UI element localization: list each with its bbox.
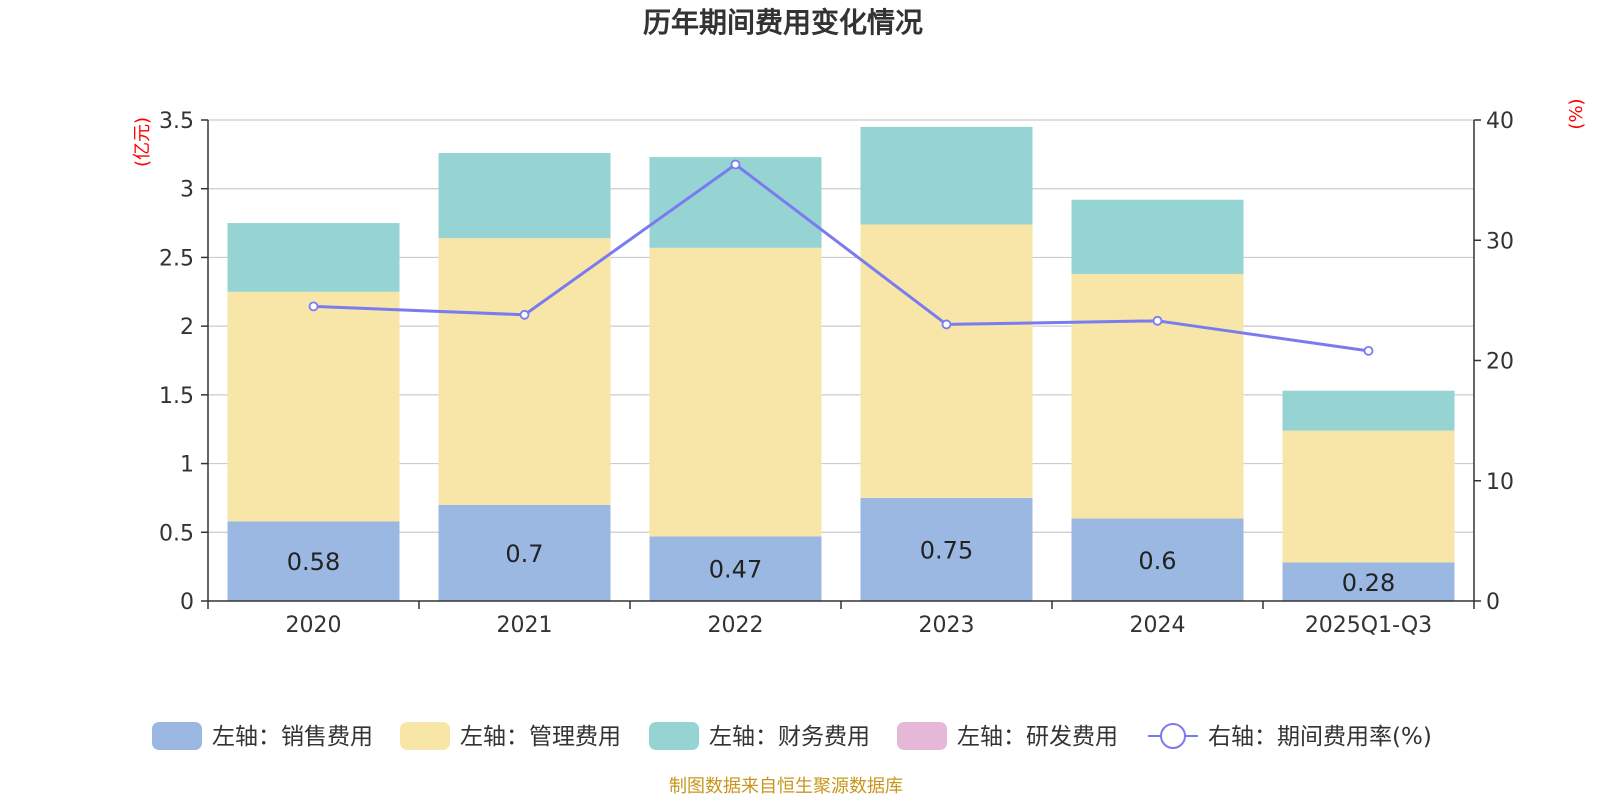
bar-admin <box>227 291 400 522</box>
left-tick-label: 0.5 <box>159 521 194 546</box>
bar-value-label: 0.75 <box>920 536 973 564</box>
bar-admin <box>1071 273 1244 519</box>
rate-point <box>1363 345 1374 356</box>
bar-admin <box>438 238 611 505</box>
left-tick-label: 0 <box>180 590 194 615</box>
x-tick-label: 2025Q1-Q3 <box>1305 613 1432 638</box>
legend-label[interactable]: 右轴：期间费用率(%) <box>1208 724 1432 750</box>
bar-sales <box>1282 562 1455 601</box>
bar-sales <box>649 536 822 601</box>
x-tick-label: 2021 <box>497 613 553 638</box>
bar-sales <box>1071 518 1244 601</box>
bar-finance <box>227 223 400 292</box>
bar-admin <box>1282 430 1455 563</box>
right-tick-label: 30 <box>1486 229 1514 254</box>
legend-label[interactable]: 左轴：研发费用 <box>957 724 1118 750</box>
bar-value-labels: 0.58 0.7 0.47 0.75 0.6 0.28 <box>287 536 1395 596</box>
legend-label[interactable]: 左轴：销售费用 <box>212 724 373 750</box>
left-tick-label: 2.5 <box>159 246 194 271</box>
left-tick-label: 3 <box>180 178 194 203</box>
bar-value-label: 0.7 <box>505 540 543 568</box>
left-tick-label: 3.5 <box>159 109 194 134</box>
bar-value-label: 0.6 <box>1138 547 1176 575</box>
bar-sales <box>227 521 400 601</box>
chart-title: 历年期间费用变化情况 <box>643 6 923 39</box>
rate-point <box>308 301 319 312</box>
x-tick-label: 2023 <box>919 613 975 638</box>
left-axis-unit: (亿元) <box>132 117 153 167</box>
rate-line <box>313 162 1369 353</box>
right-tick-label: 10 <box>1486 470 1514 495</box>
legend-marker-icon[interactable] <box>1160 723 1186 749</box>
bar-finance <box>438 152 611 239</box>
axes: 0 0.5 1 1.5 2 2.5 3 3.5 0 10 20 30 40 2020 2021 2022 202… <box>159 109 1514 638</box>
bar-admin <box>860 224 1033 498</box>
legend-swatch-finance[interactable] <box>649 722 699 750</box>
rate-point <box>941 319 952 330</box>
legend-swatch-sales[interactable] <box>152 722 202 750</box>
x-tick-label: 2022 <box>708 613 764 638</box>
legend: 左轴：销售费用 左轴：管理费用 左轴：财务费用 左轴：研发费用 右轴：期间费用率(%) <box>152 722 1432 750</box>
right-tick-label: 40 <box>1486 109 1514 134</box>
right-tick-label: 0 <box>1486 590 1500 615</box>
left-tick-label: 1.5 <box>159 384 194 409</box>
x-tick-label: 2024 <box>1130 613 1186 638</box>
bar-finance <box>860 126 1033 225</box>
rate-point <box>730 159 741 170</box>
bar-value-label: 0.58 <box>287 548 340 576</box>
bar-admin <box>649 247 822 537</box>
bar-sales <box>860 497 1033 601</box>
bar-finance <box>1282 390 1455 431</box>
left-tick-label: 2 <box>180 315 194 340</box>
legend-label[interactable]: 左轴：管理费用 <box>460 724 621 750</box>
bar-value-label: 0.28 <box>1342 569 1395 597</box>
expense-rate-line <box>308 159 1374 356</box>
legend-swatch-admin[interactable] <box>400 722 450 750</box>
bar-value-label: 0.47 <box>709 556 762 584</box>
bar-sales <box>438 504 611 601</box>
legend-label[interactable]: 左轴：财务费用 <box>709 724 870 750</box>
rate-point <box>1152 315 1163 326</box>
x-tick-label: 2020 <box>286 613 342 638</box>
source-note: 制图数据来自恒生聚源数据库 <box>669 776 903 797</box>
right-tick-label: 20 <box>1486 350 1514 375</box>
bar-finance <box>1071 199 1244 274</box>
grid-lines <box>208 119 1474 533</box>
bar-finance <box>649 157 822 248</box>
right-axis-unit: (%) <box>1566 98 1587 129</box>
legend-swatch-rnd[interactable] <box>897 722 947 750</box>
rate-point <box>519 309 530 320</box>
bars <box>227 126 1455 601</box>
left-tick-label: 1 <box>180 453 194 478</box>
